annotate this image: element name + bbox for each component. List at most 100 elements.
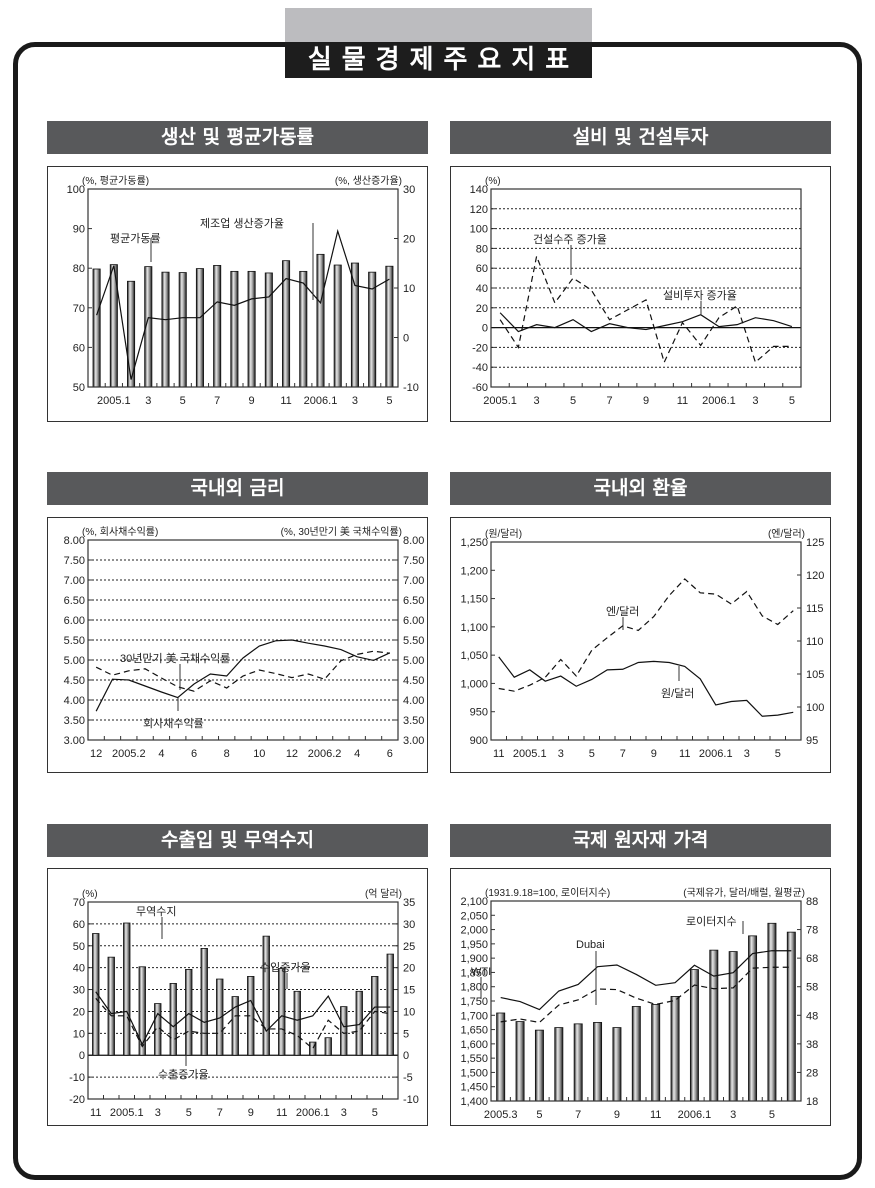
bar (231, 996, 239, 1056)
bar (169, 983, 177, 1056)
x-tick-label: 7 (606, 395, 612, 407)
series-annotation: WTI (471, 966, 491, 978)
y-tick-label: 80 (73, 263, 85, 275)
y-tick-label: 0 (482, 323, 488, 335)
right-axis-unit: (%, 생산증가율) (335, 175, 402, 187)
x-tick-label: 11 (280, 395, 291, 407)
line-series (499, 312, 793, 333)
right-axis-unit: (억 달러) (365, 888, 402, 900)
x-tick-label: 2005.1 (97, 395, 131, 407)
right-axis-unit: (엔/달러) (768, 528, 805, 540)
right-y-tick-label: 5 (403, 1028, 409, 1040)
left-axis-unit: (%, 평균가동률) (82, 175, 149, 187)
x-tick-label: 2006.1 (304, 395, 338, 407)
bar (278, 968, 286, 1056)
bar (92, 933, 100, 1056)
bar (355, 990, 363, 1056)
x-tick-label: 12 (286, 748, 298, 760)
line-series (499, 254, 792, 364)
x-tick-label: 5 (775, 748, 781, 760)
y-tick-label: 20 (73, 1006, 85, 1018)
y-tick-label: -60 (472, 382, 488, 394)
right-y-tick-label: 7.00 (403, 575, 424, 587)
x-tick-label: 5 (180, 395, 186, 407)
y-tick-label: 70 (73, 303, 85, 315)
left-axis-unit: (%) (82, 889, 98, 900)
investment-chart-svg: (%) -60 -40 -20 0 20 40 60 80 100 120 140 2005.1 3 5 7 9… (470, 176, 802, 407)
y-tick-label: 0 (79, 1050, 85, 1062)
series-annotation: 설비투자 증가율 (663, 289, 737, 302)
section-title-production: 생산 및 평균가동률 (47, 121, 428, 154)
y-tick-label: 1,950 (460, 939, 488, 951)
y-tick-label: 2,100 (460, 896, 488, 908)
bar (631, 1006, 641, 1102)
x-tick-label: 9 (249, 395, 255, 407)
series-annotation: Dubai (576, 939, 605, 951)
right-y-tick-label: 30 (403, 184, 415, 196)
bar (515, 1021, 525, 1102)
right-y-tick-label: 25 (403, 941, 415, 953)
bar (573, 1023, 583, 1102)
bar (350, 262, 359, 388)
y-tick-label: 1,900 (460, 953, 488, 965)
bar (554, 1027, 564, 1102)
y-tick-label: 1,000 (460, 678, 488, 690)
x-tick-label: 2005.1 (110, 1107, 144, 1119)
y-tick-label: 4.00 (64, 695, 85, 707)
y-tick-label: 3.50 (64, 715, 85, 727)
y-tick-label: 20 (476, 303, 488, 315)
right-y-tick-label: 38 (806, 1039, 818, 1051)
x-tick-label: 9 (248, 1107, 254, 1119)
bar (612, 1027, 622, 1102)
y-tick-label: 40 (476, 283, 488, 295)
right-y-tick-label: 8.00 (403, 535, 424, 547)
right-y-tick-label: -10 (403, 382, 419, 394)
y-tick-label: 140 (470, 184, 488, 196)
x-tick-label: 2006.1 (296, 1107, 330, 1119)
y-tick-label: 100 (470, 224, 488, 236)
series-annotation: 평균가동률 (110, 232, 161, 245)
y-tick-label: 1,450 (460, 1082, 488, 1094)
x-tick-label: 11 (650, 1109, 661, 1121)
bar (324, 1037, 332, 1056)
series-annotation: 무역수지 (136, 905, 176, 918)
right-y-tick-label: 110 (806, 636, 824, 648)
x-tick-label: 12 (90, 748, 102, 760)
bar (593, 1022, 603, 1102)
series-annotation: 엔/달러 (606, 605, 639, 618)
y-tick-label: 1,850 (460, 967, 488, 979)
bar (264, 272, 273, 388)
x-tick-label: 2006.2 (308, 748, 342, 760)
bar (293, 990, 301, 1056)
x-tick-label: 11 (679, 748, 690, 760)
x-tick-label: 9 (614, 1109, 620, 1121)
bar (185, 969, 193, 1056)
right-y-tick-label: -10 (403, 1094, 419, 1106)
x-tick-label: 5 (386, 395, 392, 407)
y-tick-label: 60 (73, 919, 85, 931)
right-y-tick-label: 35 (403, 897, 415, 909)
x-tick-label: 4 (354, 748, 360, 760)
x-tick-label: 2005.1 (513, 748, 547, 760)
left-axis-unit: (%) (485, 176, 501, 187)
right-y-tick-label: 3.50 (403, 715, 424, 727)
right-y-tick-label: 68 (806, 953, 818, 965)
trade-chart-svg: (%) (억 달러) -20 -10 0 10 20 30 40 50 60 70 -10 -5 0 5 10 1… (69, 888, 419, 1119)
y-tick-label: 1,250 (460, 537, 488, 549)
y-tick-label: 6.50 (64, 595, 85, 607)
y-tick-label: 3.00 (64, 735, 85, 747)
right-y-tick-label: 6.50 (403, 595, 424, 607)
chart-investment: (%) -60 -40 -20 0 20 40 60 80 100 120 140 2005.1 3 5 7 9… (450, 166, 831, 422)
series-annotation: 회사채수익률 (143, 717, 204, 730)
series-annotation: 원/달러 (661, 687, 694, 700)
line-series (498, 656, 794, 717)
bar (534, 1029, 544, 1102)
y-tick-label: 1,750 (460, 996, 488, 1008)
y-tick-label: 5.00 (64, 655, 85, 667)
x-tick-label: 3 (534, 395, 540, 407)
x-tick-label: 2005.1 (483, 395, 517, 407)
right-y-tick-label: 5.50 (403, 635, 424, 647)
interest-chart-svg: (%, 회사채수익률) (%, 30년만기 美 국채수익률) 3.00 3.50 4.0… (64, 525, 425, 760)
page-title: 실물경제주요지표 (285, 42, 592, 78)
x-tick-label: 6 (387, 748, 393, 760)
